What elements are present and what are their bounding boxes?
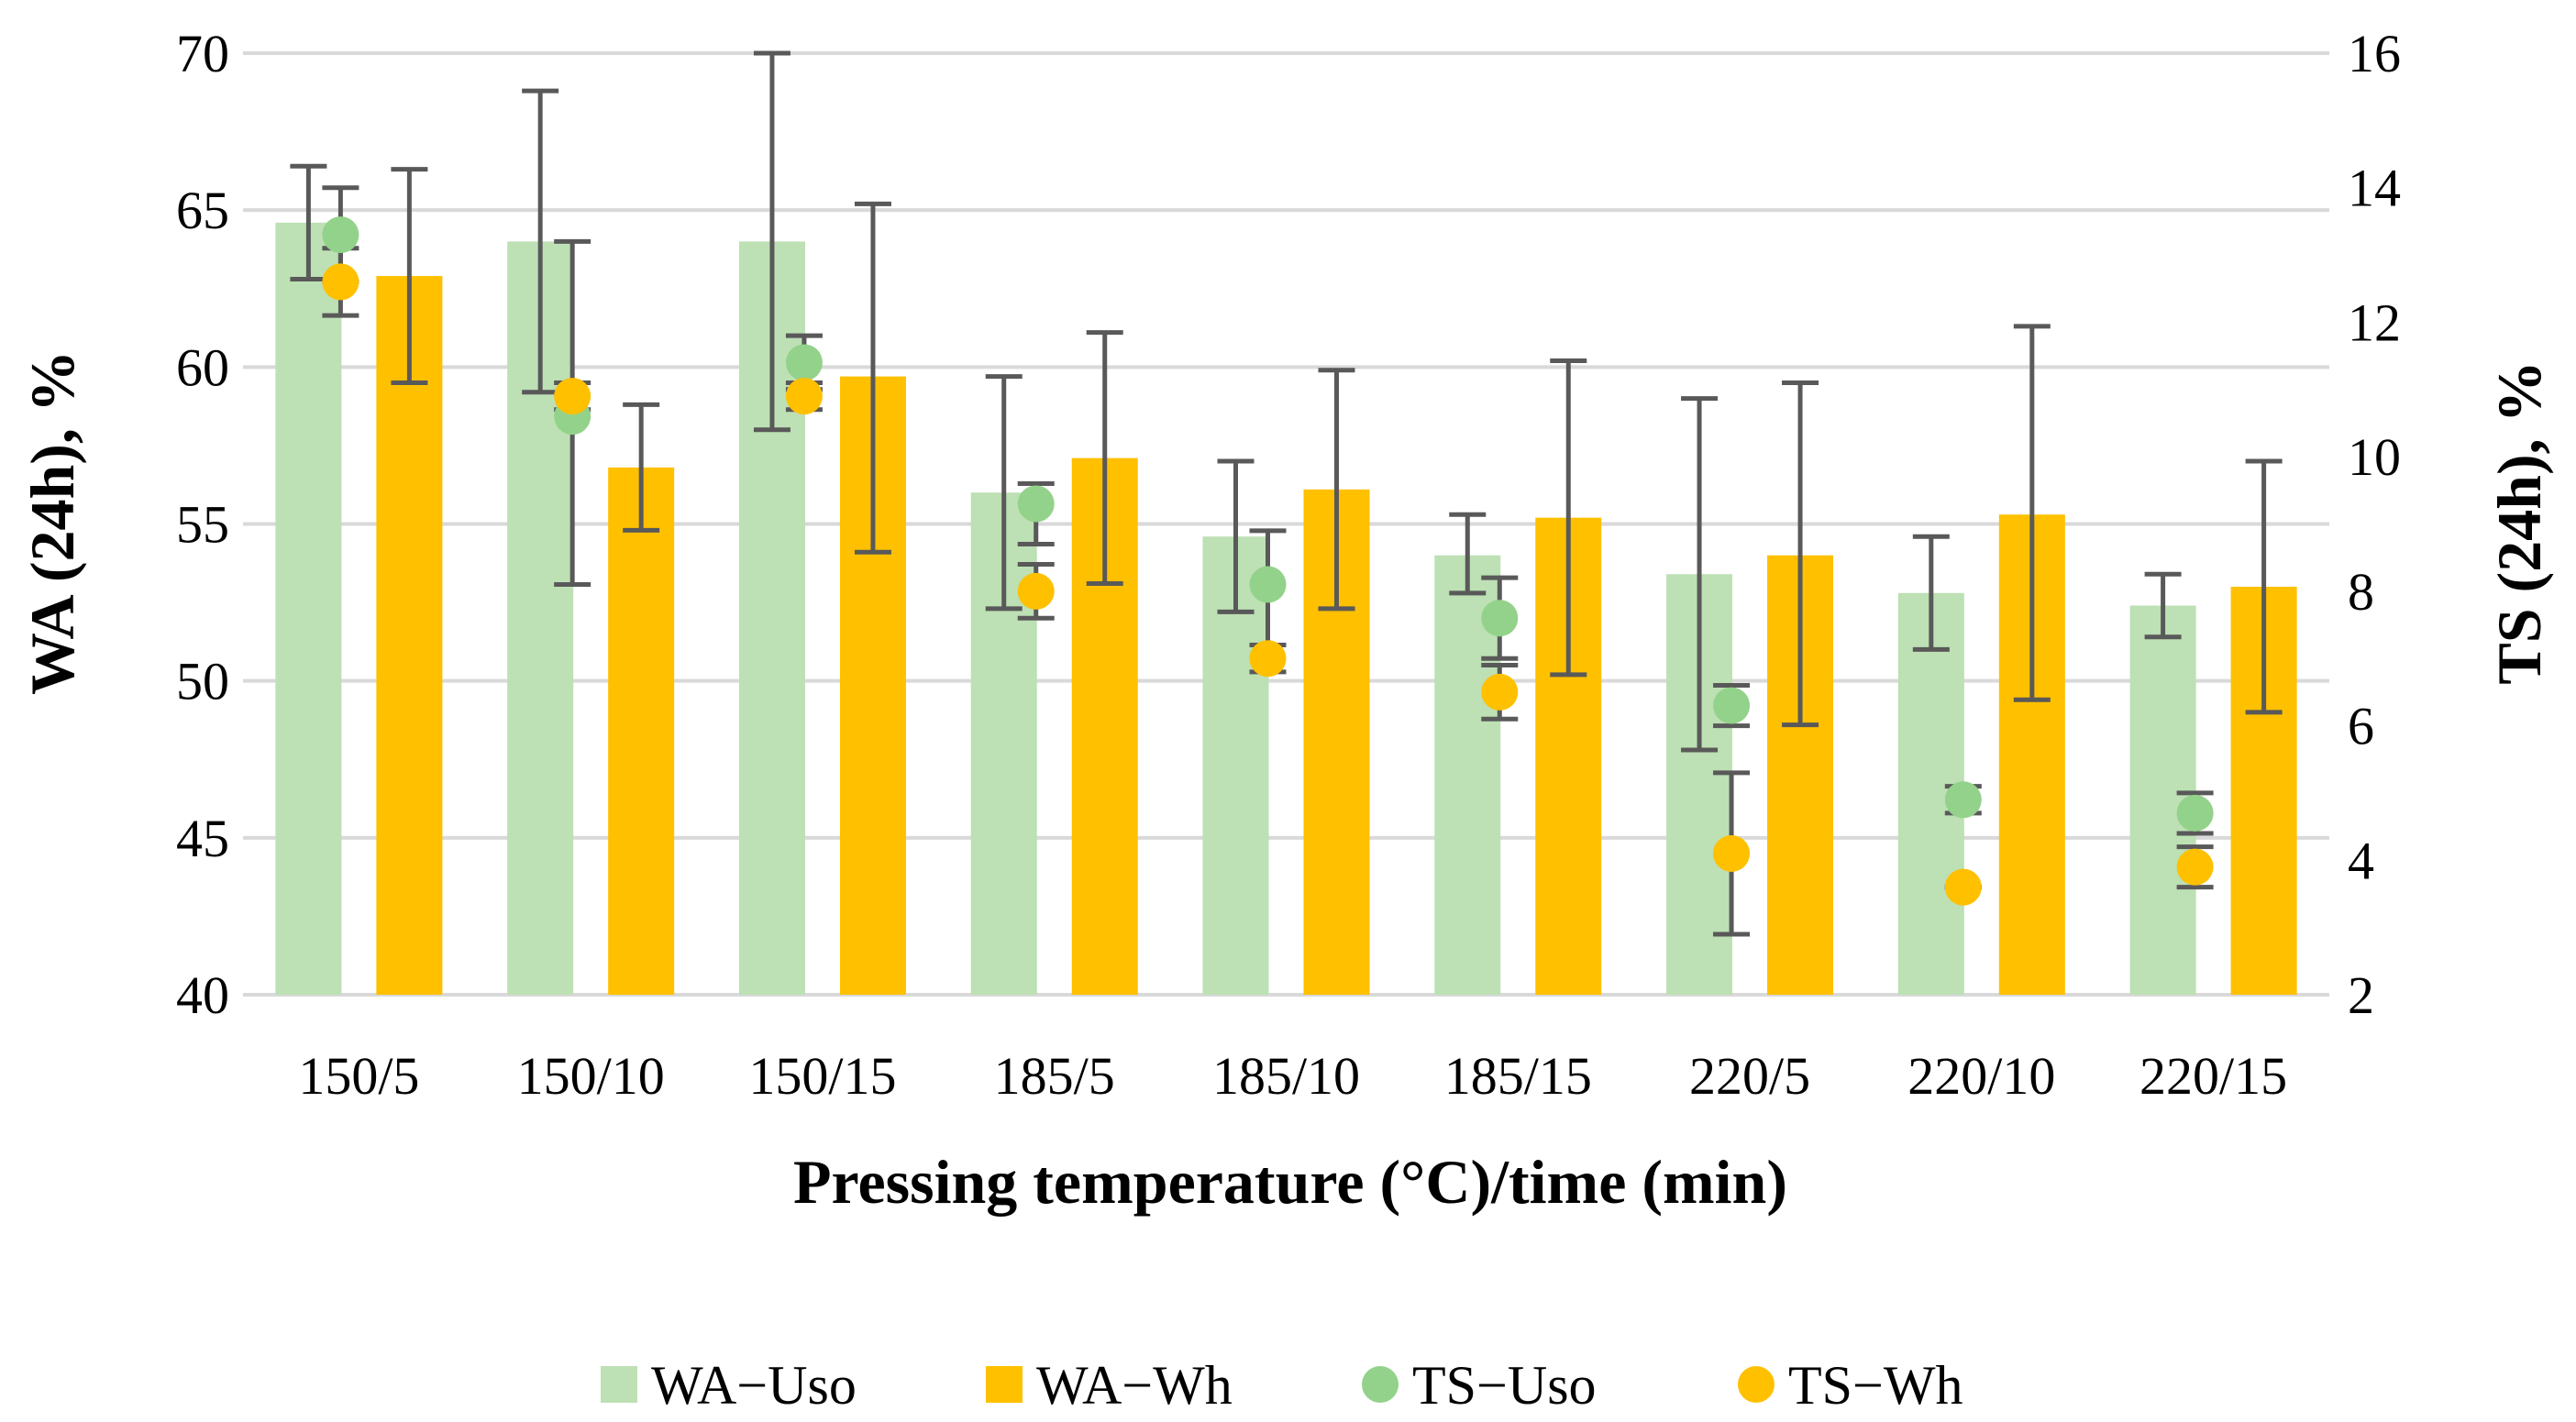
right-axis-title: TS (24h), % bbox=[2484, 360, 2554, 684]
legend-label: WA−Wh bbox=[1036, 1355, 1233, 1416]
legend-marker bbox=[1362, 1366, 1399, 1403]
bar bbox=[376, 276, 443, 996]
point bbox=[785, 378, 823, 415]
bars bbox=[275, 222, 2297, 996]
category-label: 185/15 bbox=[1444, 1046, 1592, 1106]
category-label: 220/15 bbox=[2139, 1046, 2287, 1106]
point bbox=[1944, 868, 1982, 906]
category-label: 150/15 bbox=[748, 1046, 896, 1106]
legend-swatch bbox=[601, 1366, 637, 1403]
right-tick-label: 8 bbox=[2348, 562, 2374, 622]
category-label: 150/5 bbox=[298, 1046, 419, 1106]
point bbox=[554, 378, 591, 415]
point bbox=[2176, 794, 2214, 832]
legend-swatch bbox=[986, 1366, 1023, 1403]
gridlines bbox=[243, 51, 2329, 997]
legend: WA−Uso WA−Wh TS−Uso TS−Wh bbox=[601, 1355, 1963, 1416]
category-label: 185/5 bbox=[994, 1046, 1115, 1106]
legend-label: TS−Uso bbox=[1412, 1355, 1597, 1416]
legend-label: WA−Uso bbox=[651, 1355, 857, 1416]
left-tick-label: 60 bbox=[176, 337, 229, 397]
point bbox=[1017, 485, 1055, 523]
bar bbox=[608, 467, 675, 995]
right-tick-label: 6 bbox=[2348, 697, 2374, 756]
point bbox=[1249, 640, 1287, 678]
left-tick-label: 65 bbox=[176, 181, 229, 240]
left-tick-label: 55 bbox=[176, 495, 229, 555]
bar bbox=[275, 222, 342, 996]
point bbox=[1481, 600, 1519, 637]
left-axis-title: WA (24h), % bbox=[17, 350, 87, 695]
left-tick-label: 70 bbox=[176, 24, 229, 83]
right-tick-label: 4 bbox=[2348, 831, 2374, 890]
category-label: 220/5 bbox=[1689, 1046, 1810, 1106]
left-axis-ticks: 40 45 50 55 60 65 70 bbox=[176, 24, 229, 1025]
category-labels: 150/5 150/10 150/15 185/5 185/10 185/15 220/5 2… bbox=[298, 1046, 2287, 1106]
point bbox=[322, 263, 359, 301]
right-tick-label: 14 bbox=[2348, 159, 2401, 218]
point bbox=[2176, 848, 2214, 886]
point bbox=[1481, 673, 1519, 711]
point bbox=[1713, 687, 1751, 724]
category-label: 150/10 bbox=[517, 1046, 665, 1106]
category-label: 220/10 bbox=[1907, 1046, 2055, 1106]
left-tick-label: 40 bbox=[176, 965, 229, 1025]
point bbox=[1017, 572, 1055, 610]
category-label: 185/10 bbox=[1212, 1046, 1360, 1106]
right-tick-label: 10 bbox=[2348, 427, 2401, 487]
right-tick-label: 16 bbox=[2348, 24, 2401, 83]
point bbox=[1713, 834, 1751, 872]
legend-label: TS−Wh bbox=[1788, 1355, 1963, 1416]
left-tick-label: 50 bbox=[176, 652, 229, 711]
points bbox=[322, 216, 2214, 906]
legend-marker bbox=[1738, 1366, 1774, 1403]
right-tick-label: 12 bbox=[2348, 292, 2401, 352]
x-axis-title: Pressing temperature (°C)/time (min) bbox=[793, 1147, 1787, 1217]
right-axis-ticks: 2 4 6 8 10 12 14 16 bbox=[2348, 24, 2401, 1025]
point bbox=[1944, 781, 1982, 819]
point bbox=[322, 216, 359, 254]
point bbox=[785, 344, 823, 381]
error-bars bbox=[290, 50, 2283, 937]
left-tick-label: 45 bbox=[176, 809, 229, 868]
right-tick-label: 2 bbox=[2348, 965, 2374, 1025]
point bbox=[1249, 566, 1287, 603]
